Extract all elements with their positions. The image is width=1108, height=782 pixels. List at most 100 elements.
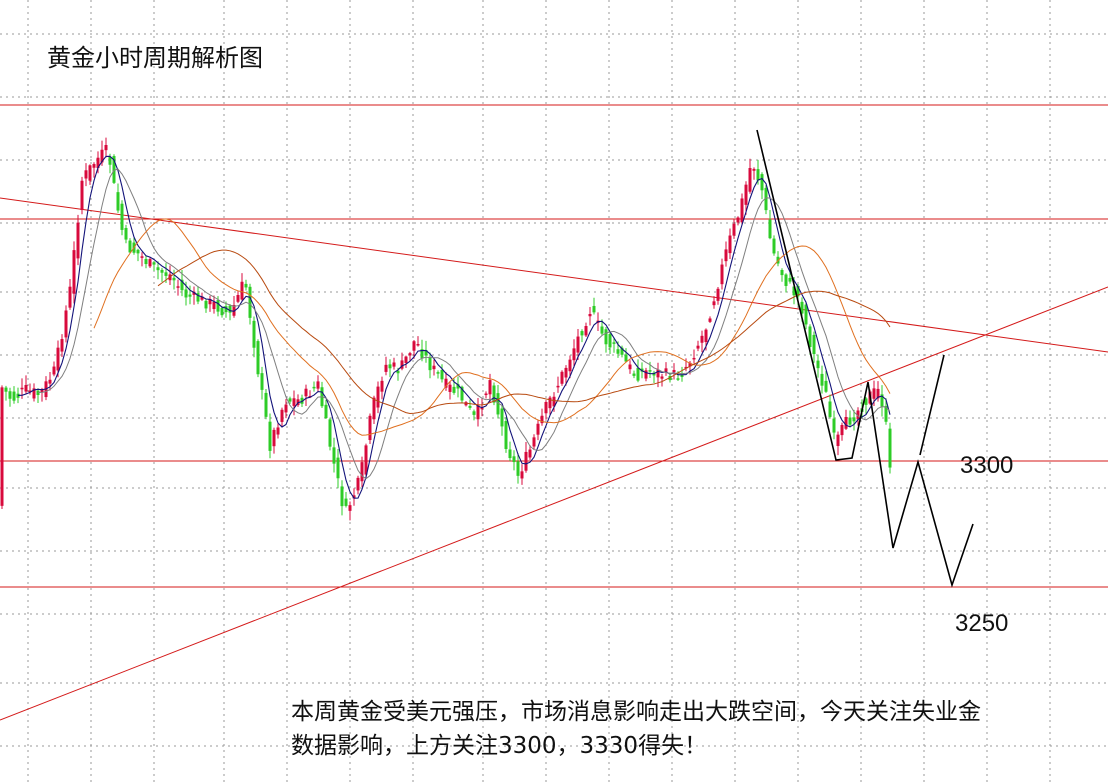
candle-body: [728, 235, 732, 254]
candle-body: [828, 401, 832, 417]
candle-body: [536, 423, 540, 435]
candle-body: [872, 388, 876, 399]
candle-body: [840, 424, 844, 436]
candle-body: [328, 419, 332, 447]
candle-body: [584, 326, 588, 336]
candle-body: [356, 477, 360, 491]
candle-body: [704, 329, 708, 343]
candle-body: [520, 471, 524, 479]
candle-body: [876, 388, 880, 399]
candle-body: [656, 369, 660, 378]
candle-body: [636, 367, 640, 381]
level-label-3250: 3250: [955, 610, 1009, 637]
candle-body: [360, 462, 364, 482]
candle-body: [620, 347, 624, 355]
descending-trendline: [0, 197, 1108, 353]
commentary-text: 本周黄金受美元强压，市场消息影响走出大跌空间，今天关注失业金 数据影响，上方关注…: [291, 695, 1091, 763]
candle-body: [764, 187, 768, 211]
candle-body: [772, 238, 776, 254]
candle-body: [796, 285, 800, 297]
candle-body: [108, 156, 112, 165]
candle-body: [72, 250, 76, 294]
candle-body: [24, 385, 28, 392]
commentary-line-2: 数据影响，上方关注3300，3330得失！: [291, 733, 708, 759]
candle-body: [40, 389, 44, 393]
candle-body: [640, 368, 644, 372]
candle-body: [832, 418, 836, 433]
candle-body: [488, 380, 492, 395]
candle-body: [560, 371, 564, 384]
candle-body: [48, 379, 52, 384]
candle-body: [136, 249, 140, 254]
candle-body: [804, 304, 808, 325]
candle-body: [568, 359, 572, 372]
candle-body: [80, 180, 84, 211]
candle-body: [556, 385, 560, 388]
candle-body: [836, 434, 840, 446]
candle-body: [236, 295, 240, 302]
candle-body: [184, 289, 188, 298]
candle-body: [312, 386, 316, 389]
candle-body: [428, 357, 432, 371]
candle-body: [760, 174, 764, 191]
candle-body: [268, 421, 272, 451]
candle-body: [684, 366, 688, 369]
candle-body: [56, 347, 60, 371]
candle-body: [324, 404, 328, 419]
candle-body: [444, 378, 448, 388]
candle-body: [260, 373, 264, 390]
candle-body: [712, 301, 716, 306]
candle-body: [280, 409, 284, 422]
candle-body: [544, 401, 548, 414]
candles-layer: [0, 137, 892, 521]
candle-body: [340, 486, 344, 507]
candle-body: [508, 449, 512, 459]
candle-body: [220, 307, 224, 316]
candle-body: [616, 349, 620, 354]
candle-body: [592, 305, 596, 313]
candle-body: [824, 380, 828, 392]
candle-body: [748, 168, 752, 192]
candle-body: [64, 310, 68, 338]
candle-body: [552, 396, 556, 407]
ascending-trendline: [0, 286, 1108, 721]
candle-body: [104, 145, 108, 151]
candle-body: [448, 384, 452, 392]
candle-body: [292, 398, 296, 406]
candle-body: [100, 149, 104, 163]
candle-body: [492, 385, 496, 403]
candle-body: [160, 269, 164, 273]
candle-body: [212, 301, 216, 310]
candle-body: [780, 269, 784, 276]
candle-body: [648, 370, 652, 372]
candle-body: [472, 411, 476, 415]
candle-body: [624, 354, 628, 362]
candle-body: [432, 365, 436, 370]
candle-body: [316, 381, 320, 389]
candle-body: [128, 240, 132, 253]
candle-body: [208, 298, 212, 305]
candle-body: [572, 348, 576, 361]
candle-body: [532, 437, 536, 447]
candle-body: [288, 398, 292, 402]
candle-body: [644, 370, 648, 379]
projection-path: [756, 129, 974, 588]
candle-body: [476, 405, 480, 420]
candle-body: [820, 373, 824, 386]
ma-line-mid: [37, 168, 891, 480]
candle-body: [120, 203, 124, 230]
candle-body: [676, 378, 680, 380]
candle-body: [496, 393, 500, 415]
candle-body: [4, 387, 8, 392]
candle-body: [400, 360, 404, 369]
candle-body: [744, 184, 748, 205]
candle-body: [272, 429, 276, 447]
candle-body: [52, 366, 56, 375]
candle-body: [140, 256, 144, 258]
candle-body: [440, 369, 444, 380]
candle-body: [424, 350, 428, 356]
candle-body: [0, 387, 4, 506]
candle-body: [484, 393, 488, 396]
candle-body: [600, 326, 604, 334]
